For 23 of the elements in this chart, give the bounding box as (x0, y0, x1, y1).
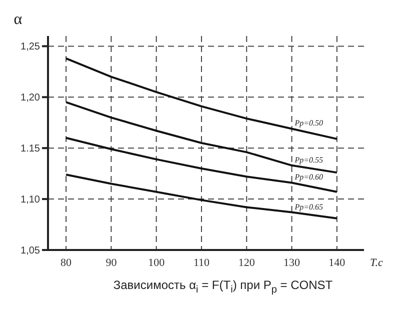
line-series (65, 57, 338, 140)
y-tick-label: 1,20 (20, 92, 40, 104)
x-tick-label: 130 (284, 256, 301, 269)
x-tick-label: 80 (60, 256, 72, 269)
y-tick-label: 1,05 (20, 246, 40, 257)
x-tick-label: 120 (238, 256, 256, 269)
series-label: Pp=0.50 (294, 118, 324, 128)
line-series (65, 101, 338, 174)
text: Зависимость α$_{i}$ = F(T$_{i}$) при P$_{p}$ = CONST (112, 278, 334, 296)
x-tick-label: 100 (148, 256, 166, 269)
y-tick-label: 1,25 (20, 42, 40, 53)
x-tick-label: 90 (106, 256, 118, 269)
x-axis-title: T.c (370, 256, 384, 269)
series-label: Pp=0.55 (294, 155, 324, 164)
y-axis-title: α (14, 11, 23, 28)
y-tick-label: 1.15 (20, 144, 40, 155)
y-tick-label: 1,10 (20, 194, 40, 206)
series-label: Pp=0.60 (294, 172, 324, 182)
line-series (65, 174, 338, 220)
line-series (65, 136, 338, 193)
x-tick-label: 110 (193, 256, 210, 269)
series-label: Pp=0.65 (294, 202, 324, 212)
x-tick-label: 140 (328, 256, 346, 269)
